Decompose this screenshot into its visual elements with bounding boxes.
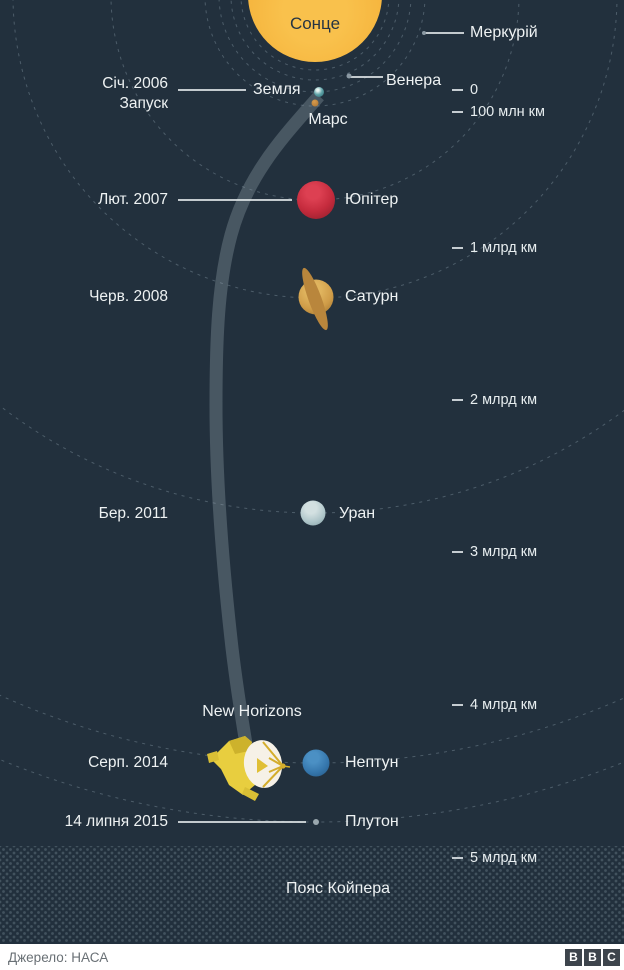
sun-label: Сонце: [289, 14, 341, 33]
neptune-label: Нептун: [345, 754, 399, 771]
source-text: Джерело: НАСА: [8, 949, 109, 965]
mercury-label: Меркурій: [470, 24, 538, 41]
launch-leader-line: [178, 89, 246, 91]
uranus-planet: [300, 500, 326, 526]
mars-label: Марс: [308, 111, 348, 128]
scale-tick-2b: [452, 399, 463, 401]
kuiper-belt-dots: [0, 846, 624, 942]
mars-planet: [311, 99, 319, 107]
scale-tick-3b: [452, 551, 463, 553]
scale-tick-1b: [452, 247, 463, 249]
pluto-leader-line: [178, 821, 306, 823]
footer: Джерело: НАСА B B C: [0, 944, 624, 970]
uranus-label: Уран: [339, 505, 376, 522]
date-pluto: 14 липня 2015: [64, 813, 168, 830]
orbits-and-trajectory: [0, 0, 624, 823]
venus-label: Венера: [386, 72, 442, 89]
scale-label-100m: 100 млн км: [470, 104, 545, 120]
new-horizons-spacecraft: [207, 736, 291, 801]
spacecraft-dish-hub: [257, 758, 268, 773]
mercury-leader-line: [424, 32, 464, 34]
date-launch: Січ. 2006: [102, 75, 168, 92]
spacecraft-body-facet: [229, 736, 252, 754]
date-jupiter: Лют. 2007: [98, 191, 168, 208]
date-launch-note: Запуск: [119, 95, 168, 112]
venus-leader-line: [350, 76, 383, 78]
saturn-label: Сатурн: [345, 288, 399, 305]
bbc-logo-block-c: C: [603, 948, 620, 966]
earth-planet: [314, 87, 324, 97]
scale-label-0: 0: [470, 82, 479, 98]
scale-tick-0: [452, 89, 463, 91]
scale-label-3b: 3 млрд км: [470, 544, 538, 560]
scale-label-1b: 1 млрд км: [470, 240, 538, 256]
kuiper-belt-label: Пояс Койпера: [285, 880, 391, 897]
pluto-planet: [313, 819, 319, 825]
orbit-uranus: [0, 405, 624, 514]
bbc-logo-block-b2: B: [584, 948, 601, 966]
bbc-logo-block-b1: B: [565, 948, 582, 966]
jupiter-leader-line: [178, 199, 292, 201]
date-uranus: Бер. 2011: [98, 505, 168, 522]
spacecraft-feed-horn: [280, 763, 286, 769]
scale-label-2b: 2 млрд км: [470, 392, 538, 408]
trajectory-band: [209, 91, 324, 752]
scale-tick-5b: [452, 857, 463, 859]
spacecraft-label: New Horizons: [202, 703, 302, 720]
spacecraft-thruster: [207, 751, 219, 763]
mercury-planet: [422, 31, 426, 35]
jupiter-label: Юпітер: [345, 191, 399, 208]
earth-label: Земля: [253, 81, 301, 98]
jupiter-planet: [297, 181, 335, 219]
scale-tick-100m: [452, 111, 463, 113]
venus-planet: [346, 73, 352, 79]
scale-label-5b: 5 млрд км: [470, 850, 538, 866]
space-canvas: Сонце: [0, 0, 624, 942]
neptune-planet: [302, 749, 330, 777]
bbc-logo: B B C: [565, 948, 620, 966]
scale-tick-4b: [452, 704, 463, 706]
date-neptune: Серп. 2014: [88, 754, 168, 771]
pluto-label: Плутон: [345, 813, 399, 830]
scale-label-4b: 4 млрд км: [470, 697, 538, 713]
spacecraft-rtg: [242, 787, 259, 801]
date-saturn: Черв. 2008: [89, 288, 168, 305]
